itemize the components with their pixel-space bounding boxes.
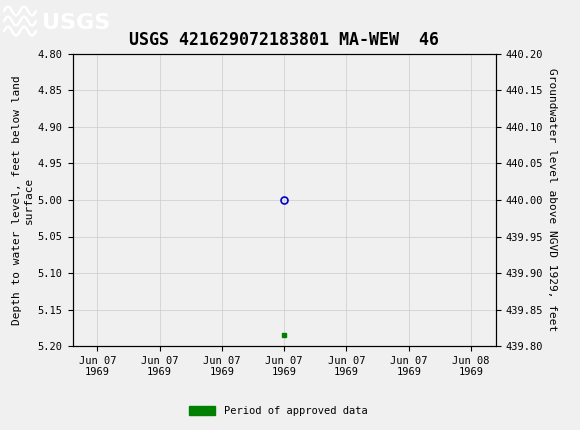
Text: USGS: USGS: [42, 13, 110, 33]
Legend: Period of approved data: Period of approved data: [185, 402, 372, 421]
Title: USGS 421629072183801 MA-WEW  46: USGS 421629072183801 MA-WEW 46: [129, 31, 439, 49]
Y-axis label: Groundwater level above NGVD 1929, feet: Groundwater level above NGVD 1929, feet: [548, 68, 557, 332]
Y-axis label: Depth to water level, feet below land
surface: Depth to water level, feet below land su…: [12, 75, 34, 325]
